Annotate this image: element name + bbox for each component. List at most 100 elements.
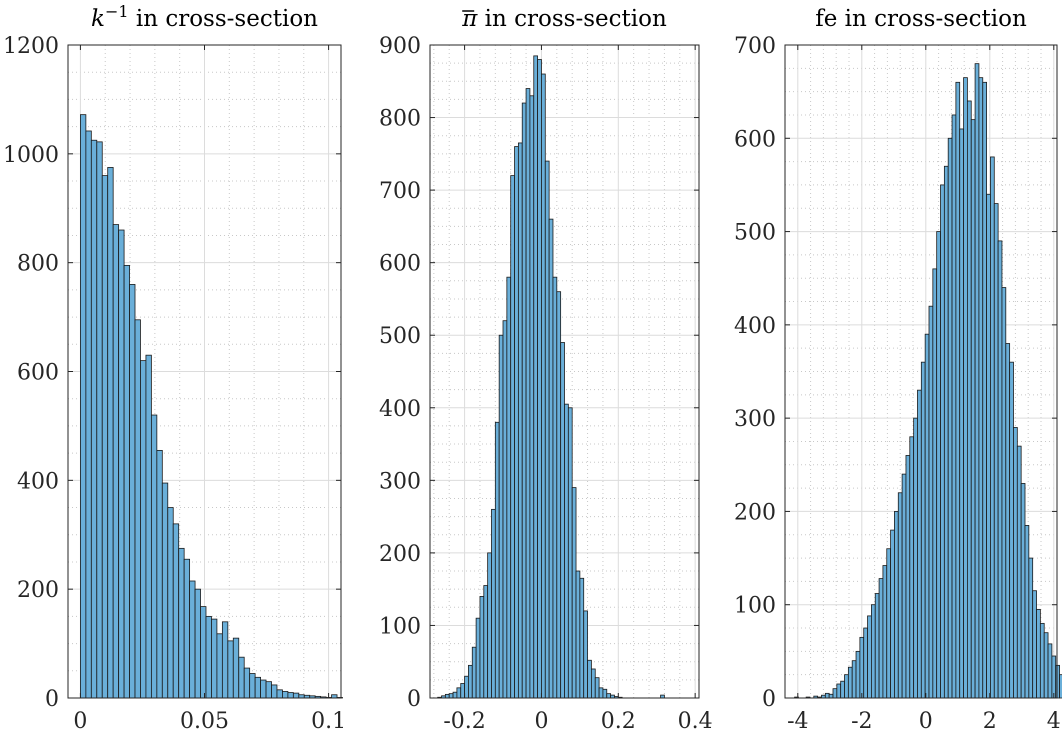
- histogram-bars: [437, 55, 665, 699]
- histogram-bar: [494, 421, 500, 699]
- chart-title: k−1 in cross-section: [91, 2, 318, 32]
- histogram-bar: [529, 95, 535, 699]
- histogram-bar: [107, 167, 114, 699]
- chart-title: π in cross-section: [461, 6, 667, 32]
- histogram-bar: [475, 617, 481, 699]
- x-tick-label: 2: [983, 709, 997, 732]
- histogram-bar: [444, 693, 450, 699]
- histogram-bar: [978, 77, 984, 699]
- histogram-bar: [483, 585, 489, 699]
- histogram-bar: [602, 688, 608, 699]
- histogram-bar: [1047, 643, 1053, 699]
- histogram-bar: [587, 659, 592, 699]
- histogram-bar: [271, 684, 278, 699]
- title-superscript: −1: [105, 2, 129, 21]
- histogram-bar: [287, 692, 294, 699]
- histogram-bar: [940, 184, 945, 699]
- y-tick-label: 400: [17, 469, 59, 494]
- y-tick-label: 600: [379, 252, 421, 277]
- title-symbol: k: [91, 6, 105, 32]
- histogram-bar: [583, 610, 588, 699]
- histogram-bar: [140, 360, 147, 699]
- x-tick-label: 0.2: [601, 709, 636, 732]
- title-text-rest: in cross-section: [129, 6, 319, 32]
- histogram-bar: [510, 175, 515, 699]
- histogram-bar: [265, 681, 272, 699]
- histogram-bar: [871, 604, 876, 699]
- histogram-bar: [890, 529, 895, 699]
- histogram-bar: [491, 508, 496, 699]
- histogram-bar: [828, 693, 834, 699]
- histogram-bar: [156, 449, 163, 699]
- x-tick-label: 0.4: [678, 709, 713, 732]
- x-tick-label: -4: [787, 709, 808, 732]
- histogram-bar: [947, 137, 953, 699]
- histogram-bar: [533, 55, 539, 699]
- histogram-bar: [282, 691, 289, 699]
- histogram-bar: [1039, 622, 1045, 699]
- y-tick-label: 200: [734, 500, 776, 525]
- histogram-bar: [874, 593, 880, 699]
- histogram-bar: [112, 224, 120, 699]
- y-tick-label: 200: [379, 542, 421, 567]
- title-text-rest: fe in cross-section: [815, 6, 1027, 32]
- histogram-bar: [525, 88, 531, 699]
- histogram-bar: [598, 687, 604, 699]
- histogram-bar: [1051, 655, 1057, 699]
- y-tick-label: 500: [379, 324, 421, 349]
- axes-box: [784, 44, 1058, 699]
- histogram-bar: [460, 683, 465, 699]
- histogram-bar: [101, 175, 109, 699]
- histogram-bar: [1036, 608, 1041, 699]
- histogram-bar: [606, 693, 612, 699]
- histogram-bar: [974, 63, 980, 699]
- histogram-bar: [560, 342, 565, 699]
- y-tick-label: 600: [734, 127, 776, 152]
- histogram-bar: [238, 656, 245, 699]
- histogram-bar: [824, 692, 830, 699]
- histogram-bar: [594, 677, 600, 699]
- histogram-bar: [1032, 590, 1037, 699]
- histogram-bar: [982, 81, 988, 699]
- y-tick-label: 500: [734, 221, 776, 246]
- histogram-bar: [1059, 674, 1062, 699]
- histogram-bar: [521, 102, 527, 699]
- histogram-panel-3: 0 100 200 300 400 500 600 700 -4 -2 0 2 4 fe in cross…: [734, 6, 1062, 732]
- histogram-bar: [150, 414, 158, 699]
- histogram-bar: [276, 689, 283, 699]
- histogram-bar: [882, 565, 888, 699]
- y-tick-label: 800: [379, 107, 421, 132]
- histogram-bar: [840, 680, 845, 699]
- histogram-bar: [909, 436, 915, 699]
- histogram-bar: [452, 691, 458, 699]
- histogram-bar: [943, 165, 949, 699]
- histogram-bar: [134, 319, 141, 699]
- histogram-bar: [959, 128, 964, 699]
- histogram-bar: [552, 276, 558, 699]
- histogram-bar: [967, 100, 972, 699]
- histogram-bar: [564, 403, 569, 699]
- histogram-bar: [260, 679, 267, 699]
- histogram-bar: [1028, 557, 1034, 699]
- histogram-bar: [886, 548, 892, 699]
- histogram-bar: [254, 676, 261, 699]
- histogram-bar: [502, 320, 508, 699]
- histogram-bar: [506, 276, 512, 699]
- histogram-bar: [471, 646, 477, 699]
- y-tick-label: 100: [734, 594, 776, 619]
- histogram-bar: [1043, 632, 1049, 699]
- histogram-bar: [905, 455, 911, 699]
- histogram-bar: [844, 674, 849, 699]
- histogram-bar: [194, 588, 201, 699]
- y-tick-label: 700: [379, 179, 421, 204]
- histogram-bar: [997, 240, 1003, 699]
- histogram-bar: [189, 580, 196, 699]
- title-symbol: π: [461, 6, 478, 32]
- histogram-bar: [936, 231, 941, 699]
- x-tick-label: 0.1: [311, 709, 346, 732]
- histogram-bar: [517, 142, 523, 699]
- x-tick-label: 0: [919, 709, 933, 732]
- histogram-bar: [859, 636, 865, 699]
- histogram-bar: [1001, 287, 1007, 699]
- histogram-bar: [951, 114, 957, 699]
